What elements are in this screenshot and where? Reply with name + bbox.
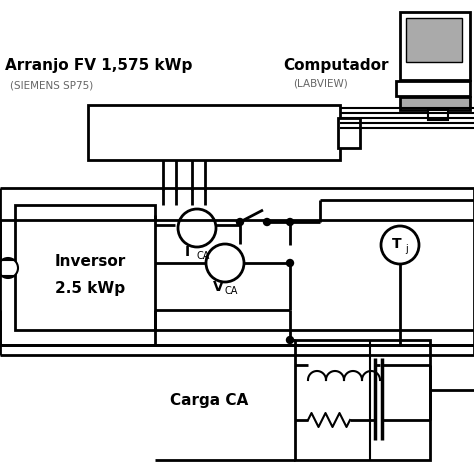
Circle shape	[264, 219, 271, 226]
Text: (SIEMENS SP75): (SIEMENS SP75)	[10, 80, 93, 90]
Text: Arranjo FV 1,575 kWp: Arranjo FV 1,575 kWp	[5, 57, 192, 73]
Text: Computador: Computador	[283, 57, 389, 73]
Circle shape	[237, 219, 244, 226]
Circle shape	[0, 258, 18, 278]
Text: Carga CA: Carga CA	[170, 392, 248, 408]
Circle shape	[286, 337, 293, 344]
Text: CA: CA	[225, 286, 238, 296]
Text: (LABVIEW): (LABVIEW)	[293, 78, 348, 88]
Circle shape	[381, 226, 419, 264]
Bar	[400, 12, 470, 80]
Bar	[15, 205, 155, 330]
Bar	[406, 18, 462, 62]
Bar	[295, 340, 430, 460]
Text: Inversor: Inversor	[55, 255, 126, 270]
Text: 2.5 kWp: 2.5 kWp	[55, 281, 125, 295]
Text: T: T	[392, 237, 401, 251]
Text: j: j	[405, 244, 408, 254]
Bar	[396, 81, 470, 96]
Text: CA: CA	[197, 251, 210, 261]
Text: I: I	[185, 245, 190, 259]
Bar	[88, 105, 340, 160]
Circle shape	[286, 259, 293, 266]
Circle shape	[286, 219, 293, 226]
Bar	[400, 97, 470, 110]
Bar	[338, 118, 360, 148]
Circle shape	[178, 209, 216, 247]
Text: V: V	[213, 280, 224, 294]
Bar	[428, 110, 448, 120]
Circle shape	[206, 244, 244, 282]
